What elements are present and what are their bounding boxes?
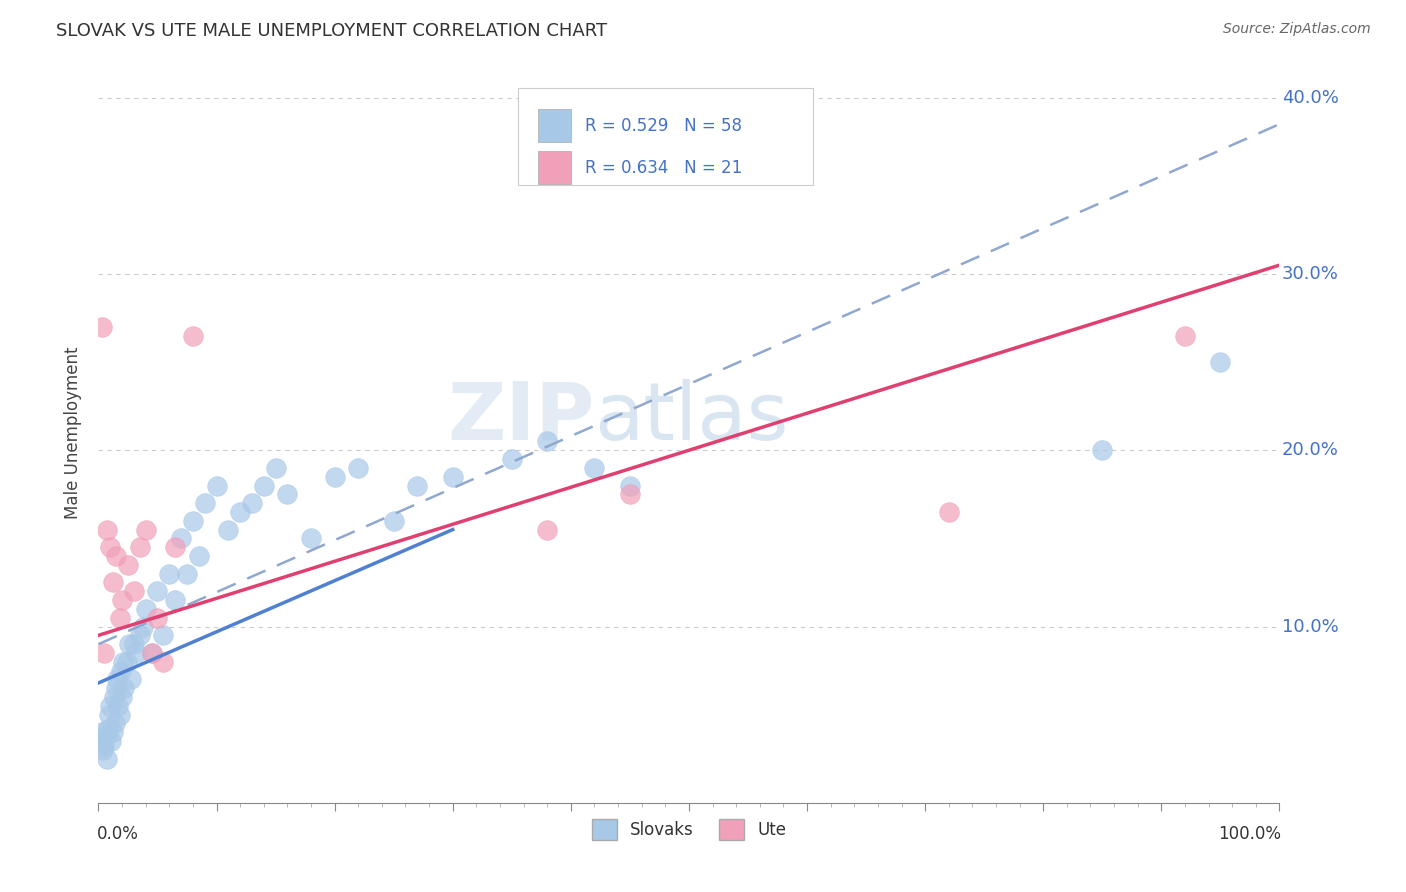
Point — [98, 698, 121, 713]
Point — [194, 496, 217, 510]
Text: 30.0%: 30.0% — [1282, 265, 1339, 283]
Text: 20.0%: 20.0% — [1282, 442, 1339, 459]
Point — [103, 690, 125, 704]
Point — [619, 478, 641, 492]
Bar — [537, 109, 571, 143]
Point — [619, 487, 641, 501]
Point — [347, 461, 370, 475]
Point — [121, 673, 143, 687]
Point — [938, 505, 960, 519]
Point — [146, 584, 169, 599]
Point — [101, 725, 124, 739]
Point — [105, 681, 128, 696]
Point — [91, 725, 114, 739]
Point — [111, 593, 134, 607]
Point — [1209, 355, 1232, 369]
Point — [118, 637, 141, 651]
Point — [91, 319, 114, 334]
Point — [97, 722, 120, 736]
Point — [176, 566, 198, 581]
Point — [141, 646, 163, 660]
Point — [152, 655, 174, 669]
Point — [536, 523, 558, 537]
Point — [583, 461, 606, 475]
Point — [128, 628, 150, 642]
Point — [96, 523, 118, 537]
Point — [181, 328, 204, 343]
Point — [98, 707, 121, 722]
Point — [112, 655, 135, 669]
Text: R = 0.634   N = 21: R = 0.634 N = 21 — [585, 159, 742, 177]
Point — [105, 549, 128, 563]
Point — [181, 514, 204, 528]
Point — [128, 540, 150, 554]
Text: SLOVAK VS UTE MALE UNEMPLOYMENT CORRELATION CHART: SLOVAK VS UTE MALE UNEMPLOYMENT CORRELAT… — [56, 22, 607, 40]
Point — [135, 523, 157, 537]
Point — [112, 681, 135, 696]
Point — [101, 575, 124, 590]
Point — [146, 610, 169, 624]
Point — [108, 610, 131, 624]
Point — [240, 496, 263, 510]
Point — [110, 664, 132, 678]
Point — [98, 540, 121, 554]
Point — [264, 461, 287, 475]
Point — [276, 487, 298, 501]
Point — [165, 540, 187, 554]
Point — [1091, 443, 1114, 458]
Point — [382, 514, 405, 528]
Point — [93, 646, 115, 660]
Point — [122, 637, 145, 651]
Point — [100, 734, 122, 748]
Point — [104, 716, 127, 731]
Point — [105, 673, 128, 687]
Point — [501, 452, 523, 467]
Point — [125, 646, 148, 660]
Point — [157, 566, 180, 581]
Point — [117, 558, 139, 572]
Point — [165, 593, 187, 607]
Point — [122, 584, 145, 599]
Point — [141, 646, 163, 660]
Point — [108, 707, 131, 722]
Text: 40.0%: 40.0% — [1282, 88, 1339, 107]
Point — [107, 698, 129, 713]
Point — [111, 690, 134, 704]
Point — [406, 478, 429, 492]
Point — [323, 469, 346, 483]
Point — [536, 434, 558, 449]
Point — [205, 478, 228, 492]
Point — [229, 505, 252, 519]
Point — [299, 532, 322, 546]
Text: Source: ZipAtlas.com: Source: ZipAtlas.com — [1223, 22, 1371, 37]
Point — [132, 619, 155, 633]
Point — [217, 523, 239, 537]
Text: R = 0.529   N = 58: R = 0.529 N = 58 — [585, 117, 742, 135]
Point — [93, 739, 115, 754]
Text: 0.0%: 0.0% — [97, 825, 139, 843]
Text: 10.0%: 10.0% — [1282, 617, 1339, 635]
Text: 100.0%: 100.0% — [1218, 825, 1281, 843]
Point — [152, 628, 174, 642]
Point — [135, 602, 157, 616]
Point — [1174, 328, 1197, 343]
Bar — [537, 151, 571, 185]
Point — [170, 532, 193, 546]
Text: atlas: atlas — [595, 379, 789, 457]
Point — [115, 655, 138, 669]
Legend: Slovaks, Ute: Slovaks, Ute — [585, 813, 793, 847]
Point — [91, 743, 114, 757]
FancyBboxPatch shape — [517, 88, 813, 185]
Point — [94, 729, 117, 743]
Point — [90, 734, 112, 748]
Text: ZIP: ZIP — [447, 379, 595, 457]
Point — [187, 549, 209, 563]
Point — [441, 469, 464, 483]
Point — [96, 752, 118, 766]
Point — [253, 478, 276, 492]
Y-axis label: Male Unemployment: Male Unemployment — [65, 346, 83, 519]
